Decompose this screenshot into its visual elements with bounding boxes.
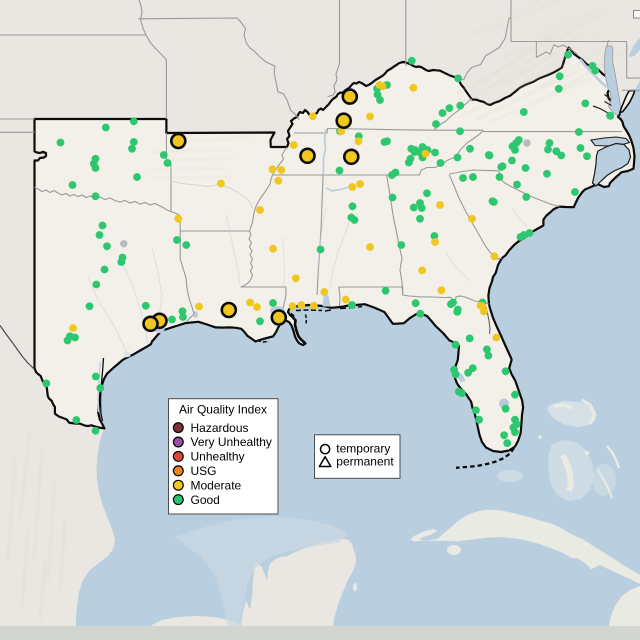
svg-text:USG: USG — [191, 464, 217, 478]
svg-text:permanent: permanent — [336, 454, 394, 468]
svg-text:Hazardous: Hazardous — [191, 421, 249, 435]
svg-text:Very Unhealthy: Very Unhealthy — [191, 435, 272, 449]
svg-text:Moderate: Moderate — [191, 478, 242, 492]
svg-text:temporary: temporary — [336, 442, 390, 456]
svg-text:Unhealthy: Unhealthy — [191, 450, 245, 464]
svg-text:Good: Good — [191, 493, 220, 507]
svg-text:Air Quality Index: Air Quality Index — [179, 403, 267, 417]
